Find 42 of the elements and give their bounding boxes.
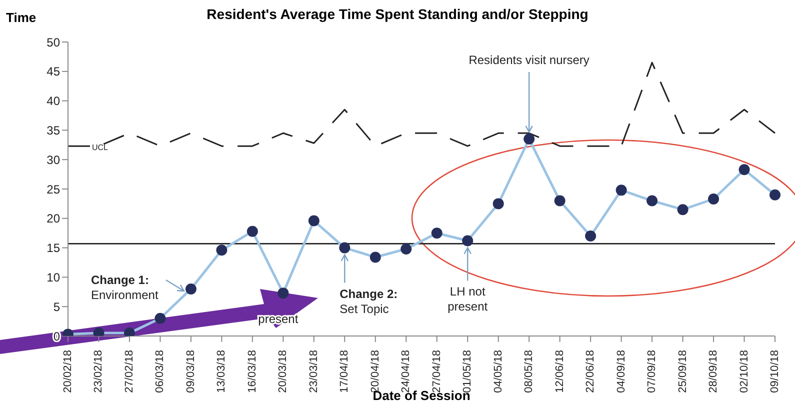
- x-tick-label: 20/02/18: [62, 350, 74, 393]
- y-tick-label: 35: [46, 123, 60, 138]
- x-tick-label: 13/03/18: [216, 350, 228, 393]
- y-tick-label: 20: [46, 212, 60, 226]
- x-tick-label: 09/03/18: [184, 350, 197, 393]
- y-tick-label: 5: [53, 300, 60, 314]
- x-tick-label: 06/03/18: [154, 350, 166, 393]
- x-tick-label: 08/05/18: [523, 350, 536, 393]
- x-tick-label: 04/05/18: [492, 350, 504, 393]
- y-tick-label: 25: [46, 182, 60, 196]
- annotation: Change 2: Set Topic: [340, 286, 398, 316]
- x-tick-label: 17/04/18: [338, 350, 351, 393]
- x-tick-label: 09/10/18: [769, 350, 781, 393]
- y-tick-label: 50: [46, 35, 60, 50]
- annotation: Change 1: Environment: [90, 272, 159, 302]
- x-tick-label: 16/03/18: [246, 350, 258, 393]
- x-tick-label: 27/02/18: [123, 350, 136, 393]
- y-tick-label: 10: [46, 270, 60, 284]
- y-tick-label: 40: [46, 94, 60, 108]
- x-tick-label: 07/09/18: [646, 350, 658, 393]
- y-tick-label: 30: [46, 152, 60, 167]
- x-tick-label: 20/03/18: [277, 350, 290, 393]
- x-tick-label: 01/05/18: [462, 350, 474, 393]
- x-tick-label: 24/04/18: [400, 350, 412, 393]
- chart-title: Resident's Average Time Spent Standing and/or Stepping: [206, 6, 588, 22]
- x-tick-label: 23/03/18: [308, 350, 320, 393]
- x-tick-label: 04/09/18: [615, 350, 628, 393]
- annotation: Residents visit nursery: [468, 53, 590, 68]
- x-tick-label: 20/04/18: [369, 350, 382, 393]
- x-tick-label: 02/10/18: [738, 350, 750, 393]
- x-tick-label: 22/06/18: [584, 350, 597, 393]
- y-tick-label: 15: [46, 241, 60, 256]
- x-tick-label: 28/09/18: [708, 350, 720, 393]
- y-tick-label: 45: [46, 64, 60, 79]
- x-tick-label: 25/09/18: [676, 350, 689, 393]
- annotation: LH not present: [448, 284, 488, 314]
- y-axis-title: Time: [6, 10, 36, 25]
- x-tick-label: 23/02/18: [92, 350, 105, 393]
- y-tick-label: 0: [53, 329, 60, 344]
- series-label: UCL: [92, 143, 109, 152]
- x-tick-label: 12/06/18: [554, 350, 566, 393]
- x-tick-label: 27/04/18: [430, 350, 443, 393]
